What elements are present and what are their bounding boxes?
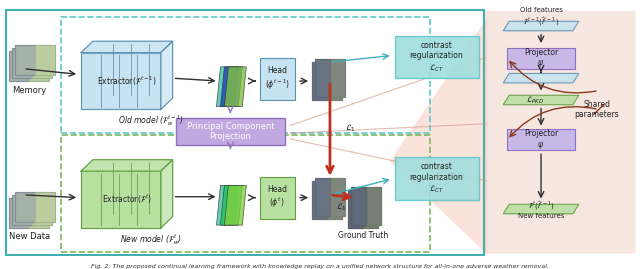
Polygon shape xyxy=(161,41,173,109)
Text: Projector
$\psi$: Projector $\psi$ xyxy=(524,48,558,69)
FancyBboxPatch shape xyxy=(312,62,342,100)
Text: Shared
parameters: Shared parameters xyxy=(575,100,619,119)
Text: Principal Component
Projection: Principal Component Projection xyxy=(187,122,274,141)
Text: New model ($\mathcal{F}^t_w$): New model ($\mathcal{F}^t_w$) xyxy=(120,232,182,247)
Text: Head
($\phi^t$): Head ($\phi^t$) xyxy=(267,185,287,210)
Text: $\mathcal{L}_1$: $\mathcal{L}_1$ xyxy=(345,123,356,134)
FancyBboxPatch shape xyxy=(260,177,295,218)
FancyBboxPatch shape xyxy=(507,129,575,150)
FancyBboxPatch shape xyxy=(260,58,295,100)
FancyBboxPatch shape xyxy=(395,36,479,78)
FancyBboxPatch shape xyxy=(15,45,55,75)
FancyBboxPatch shape xyxy=(15,192,55,222)
Polygon shape xyxy=(503,95,579,105)
FancyBboxPatch shape xyxy=(10,51,49,81)
Text: $\mathcal{F}^t(\hat{I}^{t-1})$
New features: $\mathcal{F}^t(\hat{I}^{t-1})$ New featu… xyxy=(518,199,564,219)
Text: $\mathcal{L}_{PKD}$: $\mathcal{L}_{PKD}$ xyxy=(526,94,544,106)
Polygon shape xyxy=(503,73,579,83)
Polygon shape xyxy=(220,185,243,225)
FancyBboxPatch shape xyxy=(12,48,52,78)
Polygon shape xyxy=(161,160,173,228)
FancyBboxPatch shape xyxy=(81,171,161,228)
Polygon shape xyxy=(390,17,487,254)
Text: Memory: Memory xyxy=(12,86,46,95)
Text: contrast
regularization
$\mathcal{L}_{CT}$: contrast regularization $\mathcal{L}_{CT… xyxy=(410,41,463,74)
Text: New Data: New Data xyxy=(9,232,50,241)
Polygon shape xyxy=(216,67,238,107)
FancyBboxPatch shape xyxy=(175,118,285,144)
Text: $\mathcal{L}_1$: $\mathcal{L}_1$ xyxy=(337,201,348,213)
FancyBboxPatch shape xyxy=(507,48,575,69)
Polygon shape xyxy=(225,67,246,107)
Polygon shape xyxy=(216,185,238,225)
FancyBboxPatch shape xyxy=(12,195,52,225)
FancyBboxPatch shape xyxy=(315,178,345,216)
Text: Extractor($\mathcal{F}^{t}$): Extractor($\mathcal{F}^{t}$) xyxy=(102,193,152,206)
Text: Extractor($\mathcal{F}^{t-1}$): Extractor($\mathcal{F}^{t-1}$) xyxy=(97,74,157,88)
Polygon shape xyxy=(220,67,243,107)
Text: Projector
$\psi$: Projector $\psi$ xyxy=(524,129,558,151)
Polygon shape xyxy=(503,204,579,214)
Text: Old features
$\mathcal{F}^{t-1}(\hat{I}^{t-1})$: Old features $\mathcal{F}^{t-1}(\hat{I}^… xyxy=(520,8,563,28)
Text: Fig. 2: The proposed continual learning framework with knowledge replay on a uni: Fig. 2: The proposed continual learning … xyxy=(91,264,549,269)
FancyBboxPatch shape xyxy=(348,190,378,228)
Polygon shape xyxy=(81,160,173,171)
Polygon shape xyxy=(225,185,246,225)
Polygon shape xyxy=(503,21,579,31)
FancyBboxPatch shape xyxy=(81,53,161,109)
FancyBboxPatch shape xyxy=(484,11,636,254)
Text: Ground Truth: Ground Truth xyxy=(338,231,388,240)
FancyBboxPatch shape xyxy=(10,198,49,228)
FancyBboxPatch shape xyxy=(315,59,345,97)
FancyBboxPatch shape xyxy=(312,180,342,218)
Polygon shape xyxy=(81,41,173,53)
Text: contrast
regularization
$\mathcal{L}_{CT}$: contrast regularization $\mathcal{L}_{CT… xyxy=(410,162,463,195)
FancyBboxPatch shape xyxy=(395,157,479,200)
Text: Head
($\phi^{t-1}$): Head ($\phi^{t-1}$) xyxy=(264,66,290,92)
Text: Old model ($\mathcal{F}^{t-1}_w$): Old model ($\mathcal{F}^{t-1}_w$) xyxy=(118,114,184,128)
FancyBboxPatch shape xyxy=(351,187,381,225)
